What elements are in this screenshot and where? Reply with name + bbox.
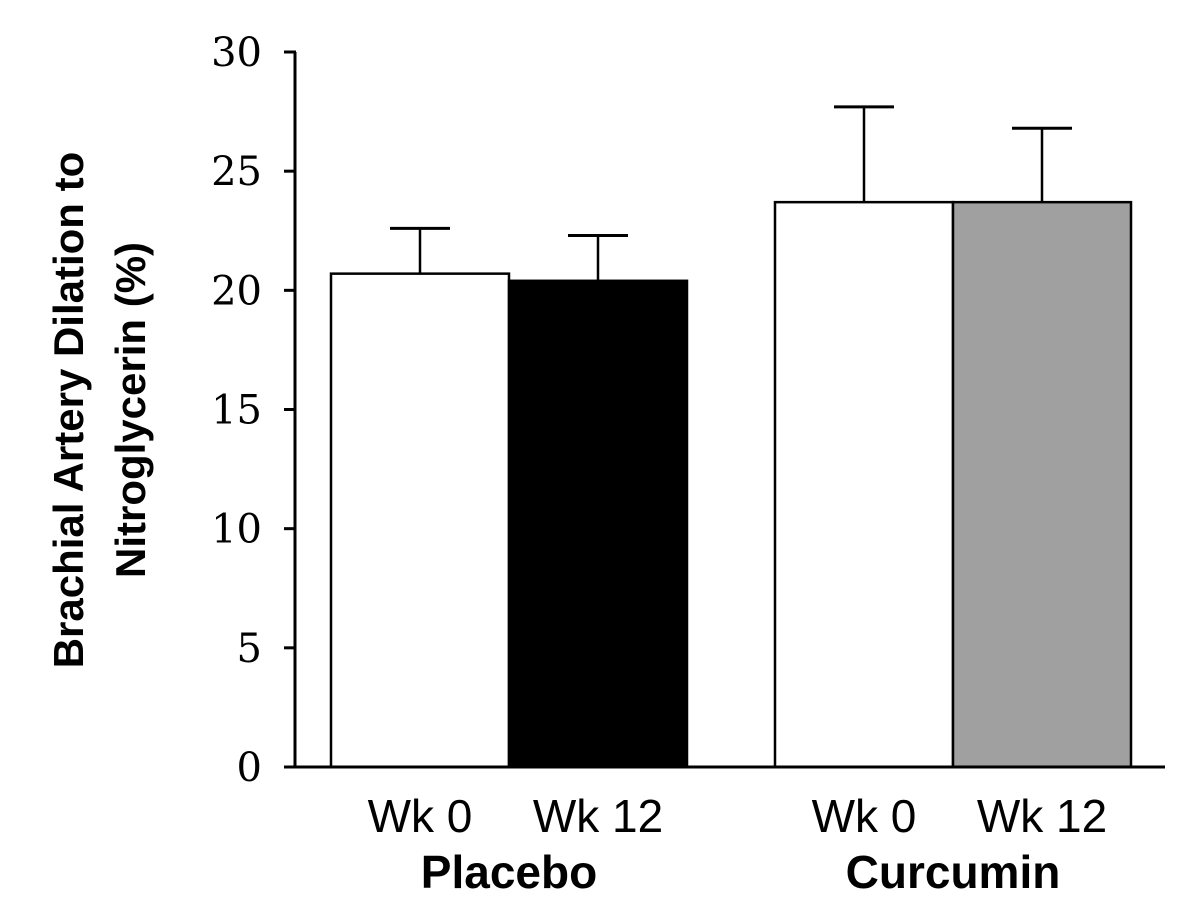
y-axis-title-line-2: Nitroglycerin (%)	[107, 242, 154, 578]
x-tick-label: Wk 12	[533, 790, 663, 842]
group-label: Curcumin	[846, 846, 1061, 898]
bar-placebo-wk12	[507, 279, 689, 769]
bar-curcumin-wk0	[773, 200, 955, 769]
y-tick-label: 0	[237, 745, 262, 791]
x-tick-label: Wk 0	[812, 790, 917, 842]
group-label: Placebo	[421, 846, 597, 898]
bar-placebo-wk0	[329, 272, 511, 769]
x-tick-label: Wk 12	[977, 790, 1107, 842]
y-axis-title-line-1: Brachial Artery Dilation to	[45, 152, 92, 669]
y-tick-label: 5	[237, 626, 262, 672]
y-tick-label: 15	[211, 388, 262, 434]
bar-curcumin-wk12	[951, 200, 1133, 769]
y-tick-label: 20	[211, 268, 262, 314]
x-tick-label: Wk 0	[368, 790, 473, 842]
y-tick-label: 10	[211, 507, 262, 553]
y-axis-title: Brachial Artery Dilation to Nitroglyceri…	[45, 152, 154, 669]
y-tick-label: 25	[211, 149, 262, 195]
y-tick-label: 30	[211, 30, 262, 76]
